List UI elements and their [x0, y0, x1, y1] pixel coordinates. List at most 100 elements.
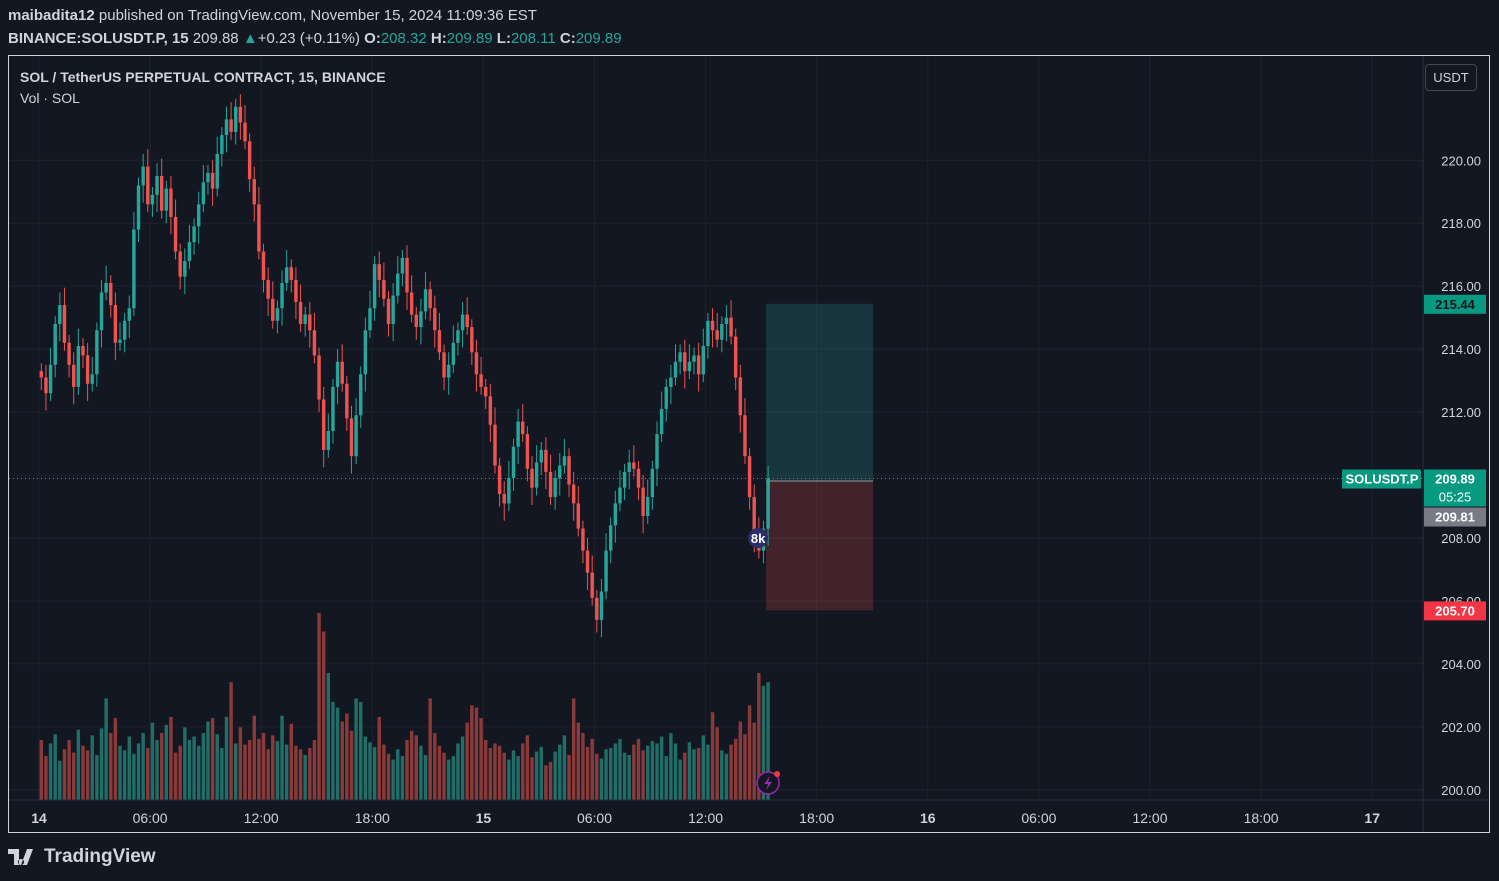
candle-body — [414, 314, 418, 328]
x-tick-label: 12:00 — [688, 810, 723, 826]
candle-body — [72, 364, 76, 387]
entry-price-tag-text: 209.81 — [1435, 510, 1475, 525]
candle-body — [220, 135, 224, 154]
y-tick-label: 212.00 — [1441, 405, 1481, 420]
entry-price-tag — [1424, 507, 1486, 527]
x-tick-label: 06:00 — [1021, 810, 1056, 826]
volume-bar — [683, 752, 687, 800]
candle-body — [261, 251, 266, 280]
volume-bar — [243, 744, 247, 800]
volume-bar — [354, 698, 358, 800]
candle-body — [590, 572, 594, 598]
volume-bar — [308, 748, 312, 800]
volume-bar — [224, 716, 229, 800]
candle-body — [715, 330, 719, 340]
candle-body — [326, 430, 331, 450]
volume-bar — [544, 765, 548, 800]
candle-body — [409, 292, 414, 315]
candle-body — [650, 468, 655, 498]
candle-body — [507, 478, 511, 504]
candle-body — [155, 175, 159, 195]
volume-bar — [738, 721, 743, 800]
candle-body — [752, 497, 756, 535]
volume-bar — [298, 749, 303, 800]
candle-body — [224, 119, 229, 136]
candle-body — [710, 320, 715, 331]
volume-bar — [442, 752, 446, 800]
candle-body — [229, 119, 233, 132]
volume-bar — [761, 685, 766, 800]
position-target-zone — [766, 303, 874, 482]
volume-bar — [280, 715, 284, 800]
candle-body — [331, 386, 335, 431]
candle-body — [451, 342, 456, 365]
candle-body — [243, 122, 247, 142]
candle-body — [696, 355, 701, 375]
volume-bar — [757, 673, 761, 800]
currency-button[interactable]: USDT — [1425, 64, 1477, 91]
volume-bar — [169, 716, 173, 800]
candle-body — [720, 323, 724, 340]
candle-body — [479, 374, 483, 387]
candle-body — [159, 175, 164, 211]
low-value: 208.11 — [510, 30, 556, 47]
candle-body — [516, 421, 520, 447]
volume-bar — [673, 743, 678, 800]
brand-name: TradingView — [44, 846, 156, 867]
volume-bar — [659, 736, 664, 800]
volume-bar — [210, 718, 215, 800]
candle-body — [571, 484, 576, 504]
volume-bar — [484, 739, 488, 800]
candle-body — [562, 456, 567, 466]
x-tick-label: 15 — [476, 810, 492, 826]
volume-bar — [627, 754, 631, 800]
author-name[interactable]: maibadita12 — [8, 7, 95, 24]
volume-bar — [326, 673, 331, 800]
symbol-name[interactable]: BINANCE:SOLUSDT.P, 15 — [8, 30, 189, 47]
y-tick-label: 202.00 — [1441, 720, 1481, 735]
candle-body — [382, 279, 386, 299]
candle-body — [141, 166, 145, 186]
candle-body — [465, 314, 469, 328]
candle-body — [363, 330, 368, 375]
x-tick-label: 17 — [1364, 810, 1380, 826]
candle-body — [456, 330, 460, 343]
candle-body — [419, 311, 423, 328]
candle-body — [113, 305, 118, 343]
volume-bar — [340, 721, 344, 800]
close-value: 209.89 — [575, 30, 622, 47]
candle-body — [659, 408, 664, 435]
candle-body — [558, 465, 562, 479]
notification-dot — [774, 771, 781, 777]
chart-frame[interactable]: 8k220.00218.00216.00214.00212.00210.0020… — [8, 55, 1490, 833]
volume-bar — [590, 738, 594, 800]
candle-body — [706, 320, 710, 346]
volume-bar — [229, 682, 233, 800]
volume-bar — [234, 743, 238, 800]
volume-bar — [567, 754, 571, 800]
volume-bar — [118, 745, 122, 800]
candle-body — [257, 204, 261, 252]
volume-bar — [104, 698, 108, 800]
candle-body — [62, 305, 67, 343]
volume-bar — [372, 746, 377, 800]
y-tick-label: 218.00 — [1441, 216, 1481, 231]
candle-body — [470, 327, 474, 353]
candle-body — [183, 260, 187, 277]
event-marker-label: 8k — [751, 531, 766, 546]
volume-bar — [67, 739, 71, 800]
volume-bar — [215, 734, 219, 800]
volume-bar — [187, 739, 192, 800]
stop-price-tag — [1424, 601, 1486, 621]
volume-bar — [465, 722, 469, 800]
bolt-glyph — [764, 776, 773, 790]
candle-body — [400, 257, 405, 274]
candle-body — [733, 336, 738, 378]
volume-bar — [345, 713, 349, 800]
candle-body — [266, 279, 270, 299]
candle-body — [146, 166, 150, 205]
volume-bar — [261, 733, 266, 800]
x-tick-label: 16 — [920, 810, 936, 826]
candlestick-chart[interactable]: 8k220.00218.00216.00214.00212.00210.0020… — [9, 56, 1490, 833]
candle-body — [122, 320, 127, 340]
